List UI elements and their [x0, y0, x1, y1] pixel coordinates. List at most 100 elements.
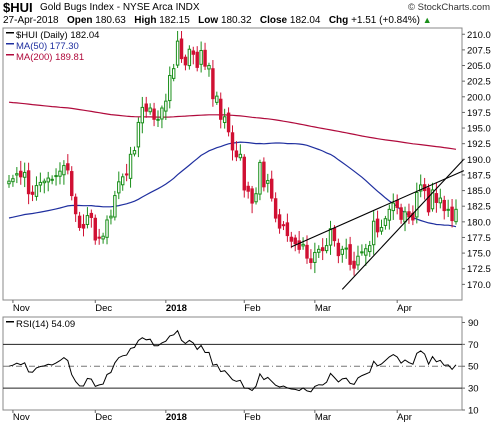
candle-body: [148, 107, 152, 113]
candle-body: [11, 178, 15, 183]
quote-date: 27-Apr-2018: [3, 15, 59, 26]
candle-body: [117, 181, 121, 194]
candle-body: [230, 132, 235, 151]
candle-body: [313, 251, 317, 263]
candle-body: [430, 189, 435, 210]
candle-body: [171, 68, 176, 79]
price-tick-label: 210.0: [467, 30, 491, 41]
candle-body: [136, 121, 141, 148]
candle-body: [336, 242, 341, 257]
candle-body: [438, 197, 443, 204]
candle-body: [132, 150, 137, 155]
open-value: 180.63: [95, 15, 126, 26]
price-tick-label: 175.0: [467, 249, 491, 260]
candle-body: [42, 180, 47, 184]
candle-body: [203, 49, 207, 67]
candle-body: [89, 212, 94, 218]
candle-body: [140, 106, 145, 124]
candle-body: [30, 191, 35, 195]
candle-body: [128, 153, 133, 179]
chart-description: Gold Bugs Index - NYSE Arca INDX: [40, 2, 200, 13]
chg-value: +1.51 (+0.84%): [351, 15, 420, 26]
candle-body: [262, 161, 266, 188]
candle-body: [371, 220, 376, 246]
close-value: 182.04: [289, 15, 321, 26]
low-label: Low: [198, 15, 219, 26]
x-tick-label: Mar: [315, 303, 331, 314]
candle-body: [344, 247, 348, 250]
candle-body: [285, 222, 290, 237]
candle-body: [113, 195, 117, 218]
candle-body: [26, 170, 31, 195]
price-tick-label: 197.5: [467, 108, 491, 119]
price-tick-label: 200.0: [467, 92, 491, 103]
rsi-panel: RSI(14) 54.09: [3, 319, 462, 393]
rsi-tick-label: 50: [468, 362, 479, 373]
candle-body: [70, 171, 74, 197]
candle-body: [54, 175, 58, 178]
candle-body: [434, 193, 439, 203]
candle-body: [152, 108, 156, 120]
price-tick-label: 187.5: [467, 170, 491, 181]
candle-body: [309, 258, 313, 263]
high-value: 182.15: [159, 15, 190, 26]
candle-body: [46, 177, 50, 183]
candle-body: [364, 248, 368, 256]
candle-body: [62, 165, 66, 176]
candle-body: [97, 236, 101, 239]
candle-body: [426, 187, 431, 213]
candle-body: [242, 156, 246, 191]
candle-body: [120, 176, 125, 186]
candle-body: [211, 68, 215, 100]
rsi-line: [8, 329, 457, 393]
rsi-tick-label: 90: [468, 318, 479, 329]
x-tick-label: Apr: [397, 412, 412, 423]
candle-body: [415, 191, 419, 218]
candle-body: [93, 217, 97, 241]
watermark-text: © StockCharts.com: [408, 2, 490, 13]
candle-body: [281, 224, 286, 227]
low-value: 180.32: [220, 15, 252, 26]
candle-body: [399, 207, 403, 220]
candle-body: [391, 202, 395, 212]
price-tick-label: 172.5: [467, 264, 491, 275]
candle-body: [293, 237, 297, 245]
high-label: High: [134, 15, 157, 26]
candle-body: [340, 248, 345, 255]
candle-body: [352, 260, 356, 269]
candle-body: [379, 226, 384, 232]
candle-body: [446, 208, 450, 211]
ma200-line: [8, 101, 457, 150]
trendline: [341, 158, 465, 290]
chg-arrow-icon: ▲: [422, 15, 432, 25]
rsi-tick-label: 70: [468, 340, 479, 351]
candle-body: [66, 163, 70, 171]
candle-body: [332, 227, 337, 242]
x-tick-label: Nov: [13, 303, 30, 314]
candle-body: [289, 236, 294, 242]
price-tick-label: 202.5: [467, 77, 491, 88]
candle-body: [234, 150, 239, 158]
candle-body: [258, 161, 262, 195]
candle-body: [73, 196, 78, 215]
price-tick-label: 185.0: [467, 186, 491, 197]
candle-body: [222, 116, 227, 124]
price-tick-label: 180.0: [467, 217, 491, 228]
x-tick-label: Dec: [95, 303, 112, 314]
x-tick-label: Feb: [244, 412, 260, 423]
price-tick-label: 192.5: [467, 139, 491, 150]
candle-body: [109, 215, 113, 219]
candle-body: [320, 247, 325, 252]
candle-body: [144, 103, 148, 112]
price-tick-label: 182.5: [467, 202, 491, 213]
candle-body: [395, 199, 399, 208]
candle-body: [360, 251, 364, 254]
candle-body: [156, 118, 160, 121]
close-label: Close: [259, 15, 288, 26]
candle-body: [226, 112, 231, 133]
chg-label: Chg: [328, 15, 349, 26]
chart-frame: [2, 27, 463, 411]
price-tick-label: 177.5: [467, 233, 491, 244]
candle-body: [124, 173, 129, 176]
